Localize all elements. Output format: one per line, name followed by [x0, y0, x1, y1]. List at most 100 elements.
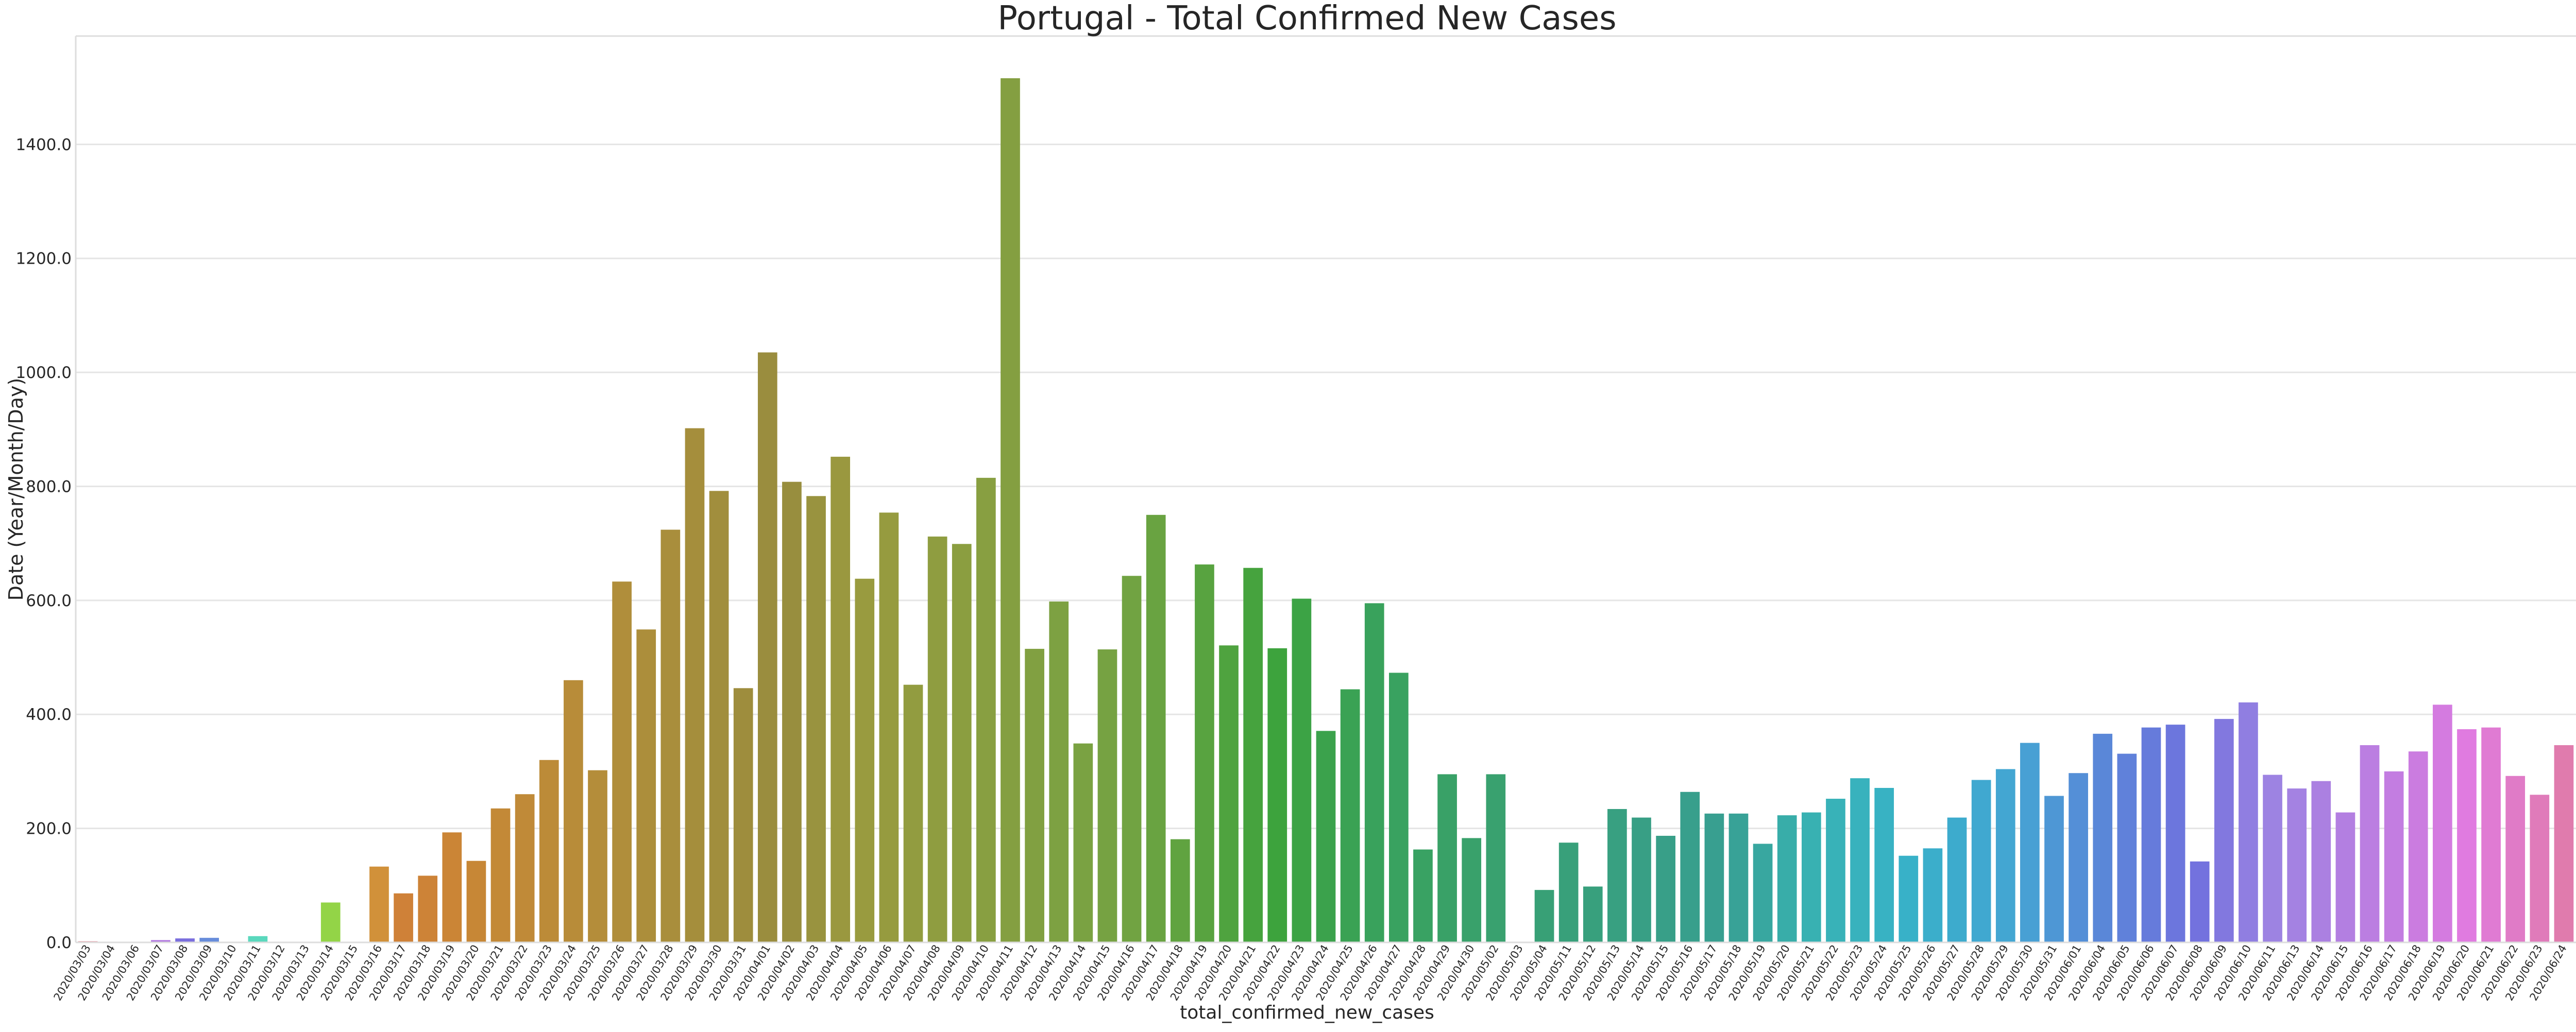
bar: [733, 688, 753, 942]
chart-title: Portugal - Total Confirmed New Cases: [997, 0, 1616, 38]
bar: [831, 456, 851, 942]
bar: [539, 760, 559, 942]
bar: [2505, 776, 2526, 942]
bar: [2263, 775, 2282, 942]
bar: [976, 477, 996, 942]
bar: [151, 940, 171, 942]
x-axis-label: total_confirmed_new_cases: [1180, 1002, 1434, 1023]
bar: [320, 902, 341, 942]
y-tick-label: 600.0: [26, 592, 72, 610]
bar: [636, 629, 656, 942]
bar: [2384, 771, 2404, 942]
x-tick-labels: 2020/03/032020/03/042020/03/062020/03/07…: [52, 943, 2569, 1003]
bar: [1899, 855, 1919, 942]
bar: [1195, 564, 1214, 942]
bar: [394, 893, 413, 942]
bar: [1292, 598, 1312, 942]
bar: [2190, 861, 2210, 942]
bar: [515, 794, 535, 942]
bar: [2335, 812, 2355, 942]
bar: [2457, 729, 2477, 942]
bar: [1340, 689, 1360, 942]
bar: [1364, 603, 1384, 942]
bar: [2141, 727, 2161, 942]
bar: [903, 684, 923, 942]
bar: [2530, 795, 2550, 942]
bar: [2214, 719, 2234, 942]
y-tick-label: 200.0: [26, 820, 72, 838]
bar: [1097, 649, 1117, 942]
bar: [1122, 576, 1142, 942]
bar: [1558, 842, 1579, 942]
bar: [2165, 725, 2185, 942]
bar: [709, 491, 729, 942]
bar: [2093, 733, 2113, 942]
bar: [952, 544, 972, 942]
bar: [1267, 648, 1287, 942]
bar: [490, 808, 511, 942]
bar: [2117, 753, 2137, 942]
bar: [588, 770, 607, 942]
y-tick-labels: 0.0 200.0 400.0 600.0 800.0 1000.0 1200.0 1400.…: [16, 135, 72, 952]
bar: [855, 578, 875, 942]
bar: [685, 428, 705, 942]
bar: [466, 861, 486, 942]
bar: [1025, 648, 1044, 942]
bar: [442, 832, 462, 942]
bar: [1656, 836, 1675, 942]
bar: [1680, 792, 1700, 942]
bar: [1971, 780, 1991, 942]
y-tick-label: 0.0: [46, 934, 72, 952]
bar: [1995, 769, 2015, 942]
bar: [612, 581, 632, 942]
bar: [1947, 817, 1967, 942]
y-axis-label: Date (Year/Month/Day): [5, 378, 27, 601]
bar: [1534, 890, 1554, 942]
bar: [806, 496, 826, 942]
bar: [1219, 645, 1239, 942]
bar: [927, 536, 947, 942]
bar: [1583, 886, 1603, 942]
bar: [782, 481, 802, 942]
bar: [1316, 731, 1336, 942]
bar: [1777, 815, 1797, 942]
bar: [2311, 781, 2331, 942]
bar: [1049, 601, 1069, 942]
bar: [2069, 773, 2088, 942]
bar: [1243, 567, 1263, 942]
bar: [2287, 788, 2307, 942]
bar: [1437, 774, 1457, 942]
y-tick-label: 1000.0: [16, 364, 72, 382]
bar: [757, 352, 777, 942]
bar: [2433, 704, 2452, 942]
bar: [418, 875, 438, 942]
bar: [1826, 799, 1845, 942]
bar: [2044, 796, 2064, 942]
bar: [248, 936, 268, 942]
bar: [1607, 809, 1627, 942]
bar: [879, 512, 899, 942]
bar: [2239, 702, 2258, 942]
bar: [564, 680, 583, 942]
bar: [1728, 813, 1749, 942]
y-tick-label: 400.0: [26, 706, 72, 724]
bar: [1801, 812, 1821, 942]
bar: [1413, 849, 1433, 942]
bar: [1170, 839, 1190, 942]
bar: [2481, 727, 2501, 942]
bar: [1486, 774, 1506, 942]
bar: [660, 529, 681, 942]
bars: [78, 78, 2574, 942]
bar: [1462, 838, 1482, 942]
y-tick-label: 800.0: [26, 477, 72, 496]
bar: [1704, 813, 1724, 942]
bar: [175, 938, 195, 942]
y-tick-label: 1400.0: [16, 135, 72, 154]
bar: [1753, 844, 1773, 942]
bar: [2554, 745, 2574, 942]
bar: [369, 866, 389, 942]
bar: [1073, 743, 1093, 942]
bar: [2408, 751, 2428, 942]
